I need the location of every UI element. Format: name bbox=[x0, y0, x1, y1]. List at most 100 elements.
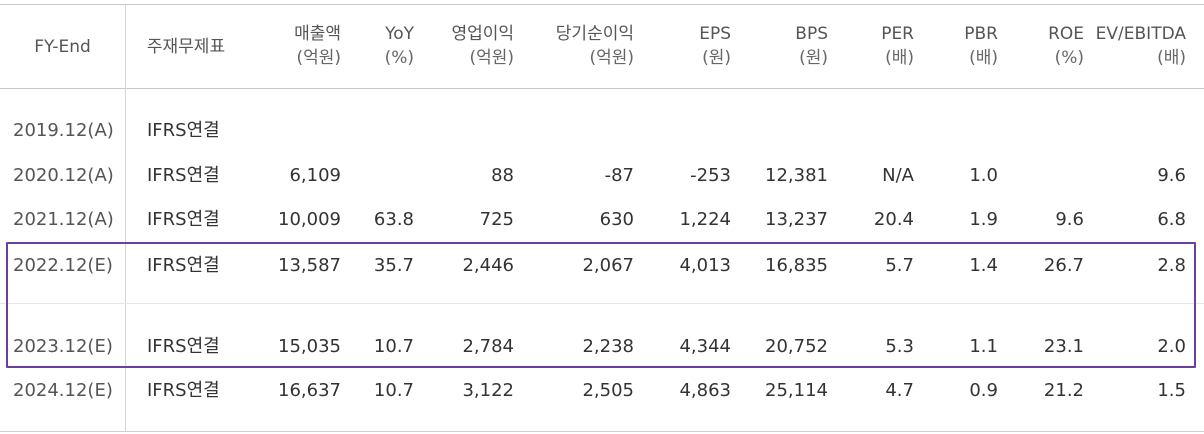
yoy-cell: 35.7 bbox=[373, 255, 414, 276]
operating-profit-cell: 725 bbox=[479, 209, 514, 230]
pbr-cell: 1.9 bbox=[969, 209, 998, 230]
row-separator bbox=[0, 303, 1204, 304]
bps-cell: 12,381 bbox=[765, 165, 828, 186]
header-bottom-border bbox=[0, 88, 1204, 89]
eps-cell: 4,863 bbox=[679, 380, 731, 401]
net-income-cell: 2,067 bbox=[582, 255, 634, 276]
header-ev-title: EV/EBITDA bbox=[1095, 24, 1186, 44]
statement-cell: IFRS연결 bbox=[147, 255, 220, 276]
pbr-cell: 1.0 bbox=[969, 165, 998, 186]
table-top-border bbox=[0, 4, 1204, 5]
per-cell: N/A bbox=[882, 165, 914, 186]
ev-ebitda-cell: 9.6 bbox=[1157, 165, 1186, 186]
sales-cell: 13,587 bbox=[278, 255, 341, 276]
sales-cell: 16,637 bbox=[278, 380, 341, 401]
header-roe-title: ROE bbox=[1048, 24, 1084, 44]
header-sales: 매출액 (억원) bbox=[221, 22, 341, 70]
header-per-unit: (배) bbox=[885, 48, 914, 68]
header-yoy-unit: (%) bbox=[384, 48, 414, 68]
per-cell: 5.3 bbox=[885, 336, 914, 357]
fy-end-cell: 2022.12(E) bbox=[13, 255, 113, 276]
ev-ebitda-cell: 1.5 bbox=[1157, 380, 1186, 401]
column-separator bbox=[125, 5, 126, 431]
header-eps: EPS (원) bbox=[641, 22, 731, 70]
table-bottom-border bbox=[0, 431, 1204, 432]
net-income-cell: 2,505 bbox=[582, 380, 634, 401]
fy-end-cell: 2023.12(E) bbox=[13, 336, 113, 357]
header-sales-title: 매출액 bbox=[294, 24, 341, 44]
per-cell: 5.7 bbox=[885, 255, 914, 276]
roe-cell: 21.2 bbox=[1043, 380, 1084, 401]
ev-ebitda-cell: 6.8 bbox=[1157, 209, 1186, 230]
header-op-unit: (억원) bbox=[469, 48, 514, 68]
eps-cell: -253 bbox=[690, 165, 731, 186]
per-cell: 20.4 bbox=[873, 209, 914, 230]
operating-profit-cell: 3,122 bbox=[462, 380, 514, 401]
bps-cell: 20,752 bbox=[765, 336, 828, 357]
header-net-title: 당기순이익 bbox=[555, 24, 634, 44]
operating-profit-cell: 2,784 bbox=[462, 336, 514, 357]
pbr-cell: 1.4 bbox=[969, 255, 998, 276]
header-yoy: YoY (%) bbox=[344, 22, 414, 70]
fy-end-cell: 2024.12(E) bbox=[13, 380, 113, 401]
statement-cell: IFRS연결 bbox=[147, 336, 220, 357]
sales-cell: 6,109 bbox=[289, 165, 341, 186]
net-income-cell: -87 bbox=[604, 165, 634, 186]
header-pbr: PBR (배) bbox=[928, 22, 998, 70]
eps-cell: 4,344 bbox=[679, 336, 731, 357]
fy-end-cell: 2021.12(A) bbox=[13, 209, 114, 230]
header-fy-end: FY-End bbox=[0, 35, 125, 59]
header-per-title: PER bbox=[881, 24, 914, 44]
header-bps-unit: (원) bbox=[799, 48, 828, 68]
header-ev-ebitda: EV/EBITDA (배) bbox=[1086, 22, 1186, 70]
header-statement: 주재무제표 bbox=[126, 35, 246, 59]
header-operating-profit: 영업이익 (억원) bbox=[394, 22, 514, 70]
header-pbr-unit: (배) bbox=[969, 48, 998, 68]
header-statement-label: 주재무제표 bbox=[146, 37, 226, 57]
ev-ebitda-cell: 2.0 bbox=[1157, 336, 1186, 357]
header-ev-unit: (배) bbox=[1157, 48, 1186, 68]
fy-end-cell: 2020.12(A) bbox=[13, 165, 114, 186]
header-per: PER (배) bbox=[844, 22, 914, 70]
header-bps: BPS (원) bbox=[738, 22, 828, 70]
yoy-cell: 10.7 bbox=[373, 380, 414, 401]
header-net-unit: (억원) bbox=[589, 48, 634, 68]
operating-profit-cell: 88 bbox=[491, 165, 514, 186]
net-income-cell: 630 bbox=[599, 209, 634, 230]
header-pbr-title: PBR bbox=[964, 24, 998, 44]
sales-cell: 15,035 bbox=[278, 336, 341, 357]
sales-cell: 10,009 bbox=[278, 209, 341, 230]
header-eps-title: EPS bbox=[699, 24, 731, 44]
header-bps-title: BPS bbox=[795, 24, 828, 44]
roe-cell: 23.1 bbox=[1043, 336, 1084, 357]
eps-cell: 4,013 bbox=[679, 255, 731, 276]
statement-cell: IFRS연결 bbox=[147, 120, 220, 141]
header-roe: ROE (%) bbox=[1014, 22, 1084, 70]
pbr-cell: 0.9 bbox=[969, 380, 998, 401]
bps-cell: 16,835 bbox=[765, 255, 828, 276]
bps-cell: 13,237 bbox=[765, 209, 828, 230]
roe-cell: 9.6 bbox=[1055, 209, 1084, 230]
header-fy-end-label: FY-End bbox=[34, 37, 91, 57]
operating-profit-cell: 2,446 bbox=[462, 255, 514, 276]
statement-cell: IFRS연결 bbox=[147, 165, 220, 186]
yoy-cell: 10.7 bbox=[373, 336, 414, 357]
header-yoy-title: YoY bbox=[385, 24, 414, 44]
header-eps-unit: (원) bbox=[702, 48, 731, 68]
eps-cell: 1,224 bbox=[679, 209, 731, 230]
statement-cell: IFRS연결 bbox=[147, 209, 220, 230]
header-op-title: 영업이익 bbox=[451, 24, 514, 44]
header-roe-unit: (%) bbox=[1054, 48, 1084, 68]
fy-end-cell: 2019.12(A) bbox=[13, 120, 114, 141]
estimate-highlight-box bbox=[6, 242, 1196, 368]
roe-cell: 26.7 bbox=[1043, 255, 1084, 276]
yoy-cell: 63.8 bbox=[373, 209, 414, 230]
pbr-cell: 1.1 bbox=[969, 336, 998, 357]
ev-ebitda-cell: 2.8 bbox=[1157, 255, 1186, 276]
bps-cell: 25,114 bbox=[765, 380, 828, 401]
statement-cell: IFRS연결 bbox=[147, 380, 220, 401]
net-income-cell: 2,238 bbox=[582, 336, 634, 357]
per-cell: 4.7 bbox=[885, 380, 914, 401]
header-net-income: 당기순이익 (억원) bbox=[504, 22, 634, 70]
